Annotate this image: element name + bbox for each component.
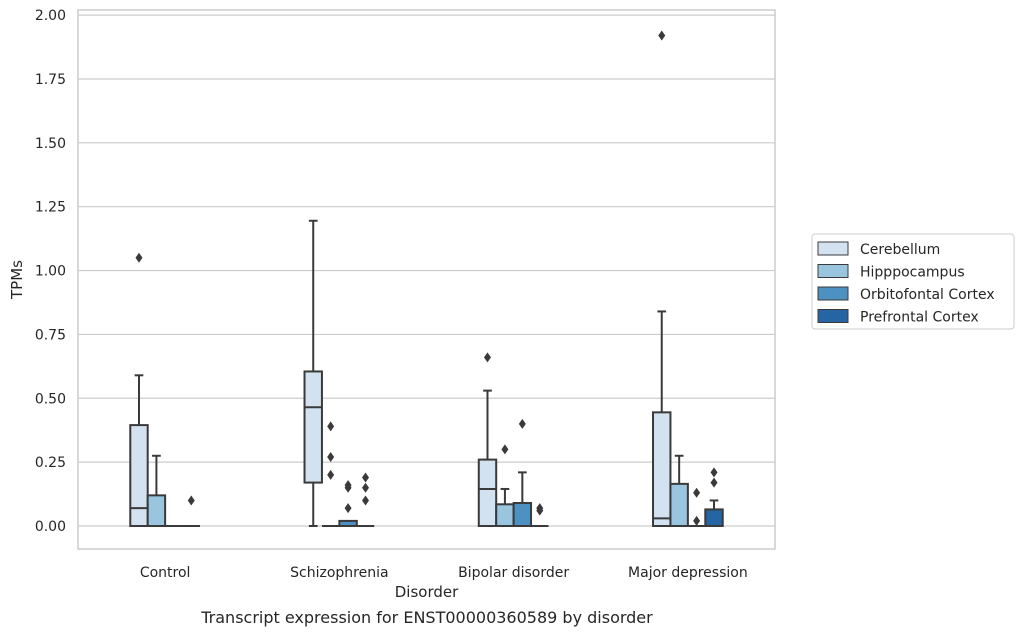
legend-label: Cerebellum: [860, 242, 940, 258]
y-tick-label: 0.25: [35, 455, 66, 471]
box-orbitofontal-cortex: [687, 487, 706, 528]
x-axis-label: Disorder: [395, 583, 459, 601]
box-iqr: [512, 502, 533, 528]
outlier-point: [693, 487, 701, 498]
box-orbitofontal-cortex: [512, 418, 533, 528]
x-tick-label: Control: [140, 565, 191, 581]
y-tick-label: 1.25: [35, 200, 66, 216]
legend-label: Prefrontal Cortex: [860, 310, 979, 326]
y-tick-label: 2.00: [35, 8, 66, 24]
x-tick-label: Bipolar disorder: [458, 565, 569, 581]
legend-box: [811, 233, 1015, 330]
box-hipppocampus: [669, 454, 689, 528]
outlier-point: [710, 467, 718, 478]
box-iqr: [146, 494, 167, 528]
y-tick-label: 0.00: [35, 519, 66, 535]
legend-swatch: [817, 241, 849, 256]
box-iqr: [704, 508, 724, 528]
outlier-point: [344, 503, 352, 514]
grid-lines: [78, 14, 775, 527]
box-cerebellum: [652, 30, 672, 528]
box-iqr: [495, 503, 515, 528]
box-cerebellum: [129, 252, 149, 528]
legend-swatch: [817, 286, 849, 301]
box-prefrontal-cortex: [356, 472, 375, 528]
box-iqr: [652, 411, 672, 528]
legend-swatch: [817, 309, 849, 323]
box-hipppocampus: [495, 444, 515, 528]
y-tick-label: 1.50: [35, 136, 66, 152]
outlier-point: [135, 252, 143, 263]
box-prefrontal-cortex: [704, 467, 724, 528]
y-tick-label: 0.75: [35, 327, 66, 343]
y-tick-label: 1.75: [35, 72, 66, 88]
legend-label: Hipppocampus: [860, 265, 965, 281]
box-orbitofontal-cortex: [338, 480, 358, 528]
outlier-point: [483, 352, 491, 363]
outlier-point: [536, 505, 544, 516]
outlier-point: [187, 495, 195, 506]
box-iqr: [129, 424, 149, 528]
box-cerebellum: [477, 352, 498, 528]
box-prefrontal-cortex: [531, 503, 549, 528]
box-iqr: [669, 482, 689, 528]
outlier-point: [362, 472, 370, 483]
outlier-point: [693, 515, 701, 526]
box-iqr: [477, 458, 498, 528]
legend-label: Orbitofontal Cortex: [860, 287, 995, 303]
plot-frame: [77, 9, 776, 550]
chart-caption: Transcript expression for ENST0000036058…: [200, 608, 653, 627]
legend-swatch: [817, 264, 849, 278]
y-axis-ticks: 0.00 0.25 0.50 0.75 1.00 1.25 1.50 1.75 2.00: [35, 8, 66, 535]
outlier-point: [710, 477, 718, 488]
y-axis-label: TPMs: [8, 260, 26, 300]
x-axis-ticks: Control Schizophrenia Bipolar disorder Majo…: [140, 565, 748, 581]
box-plot-area: [129, 30, 724, 528]
outlier-point: [327, 452, 335, 463]
box-hipppocampus: [146, 454, 167, 528]
outlier-point: [362, 495, 370, 506]
x-tick-label: Major depression: [628, 565, 748, 581]
y-tick-label: 0.50: [35, 391, 66, 407]
legend: Cerebellum Hipppocampus Orbitofontal Corte…: [811, 233, 1015, 330]
box-prefrontal-cortex: [182, 495, 200, 528]
y-tick-label: 1.00: [35, 264, 66, 280]
box-hipppocampus: [321, 421, 340, 528]
outlier-point: [327, 421, 335, 432]
box-iqr: [303, 370, 323, 484]
outlier-point: [344, 482, 352, 493]
outlier-point: [327, 469, 335, 480]
outlier-point: [362, 482, 370, 493]
x-tick-label: Schizophrenia: [290, 565, 388, 581]
outlier-point: [658, 30, 666, 41]
outlier-point: [518, 418, 526, 429]
box-cerebellum: [303, 219, 323, 528]
outlier-point: [501, 444, 509, 455]
